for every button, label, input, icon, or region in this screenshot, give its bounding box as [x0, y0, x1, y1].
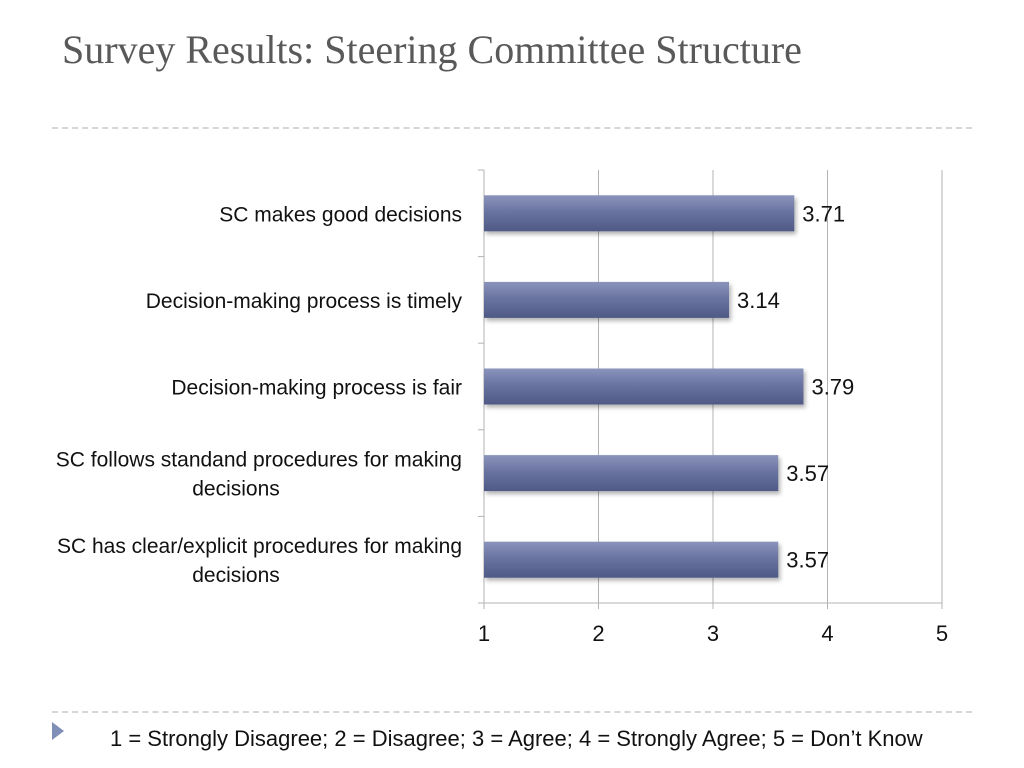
bar — [484, 455, 779, 492]
bar-layer — [484, 195, 804, 578]
category-label: Decision-making process is fair — [171, 377, 462, 400]
category-label: decisions — [192, 478, 280, 501]
x-tick-label: 5 — [936, 621, 948, 646]
category-label: SC makes good decisions — [219, 203, 462, 226]
x-tick-label: 2 — [592, 621, 604, 646]
data-label: 3.79 — [811, 375, 854, 400]
category-label: Decision-making process is timely — [146, 290, 463, 313]
data-label: 3.57 — [786, 461, 829, 486]
bar — [484, 368, 804, 405]
data-label: 3.57 — [786, 548, 829, 573]
bar-chart: 1 2 3 4 5 3.71 SC makes good decisions 3.14 Deci… — [56, 169, 948, 646]
bar — [484, 281, 730, 318]
category-label: decisions — [192, 564, 280, 587]
footer-divider — [52, 711, 972, 713]
x-tick-label: 4 — [821, 621, 833, 646]
bar — [484, 541, 779, 578]
category-label: SC has clear/explicit procedures for mak… — [57, 535, 462, 558]
slide-title: Survey Results: Steering Committee Struc… — [62, 27, 802, 72]
category-label: SC follows standand procedures for makin… — [56, 449, 462, 472]
x-tick-label: 1 — [478, 621, 490, 646]
x-tick-label: 3 — [707, 621, 719, 646]
data-label: 3.14 — [737, 288, 780, 313]
bullet-arrow-icon — [52, 722, 64, 740]
bar — [484, 195, 795, 232]
title-divider — [52, 127, 972, 129]
label-layer: 1 2 3 4 5 3.71 SC makes good decisions 3.14 Deci… — [56, 201, 948, 646]
data-label: 3.71 — [802, 201, 845, 226]
scale-legend: 1 = Strongly Disagree; 2 = Disagree; 3 =… — [110, 726, 923, 751]
